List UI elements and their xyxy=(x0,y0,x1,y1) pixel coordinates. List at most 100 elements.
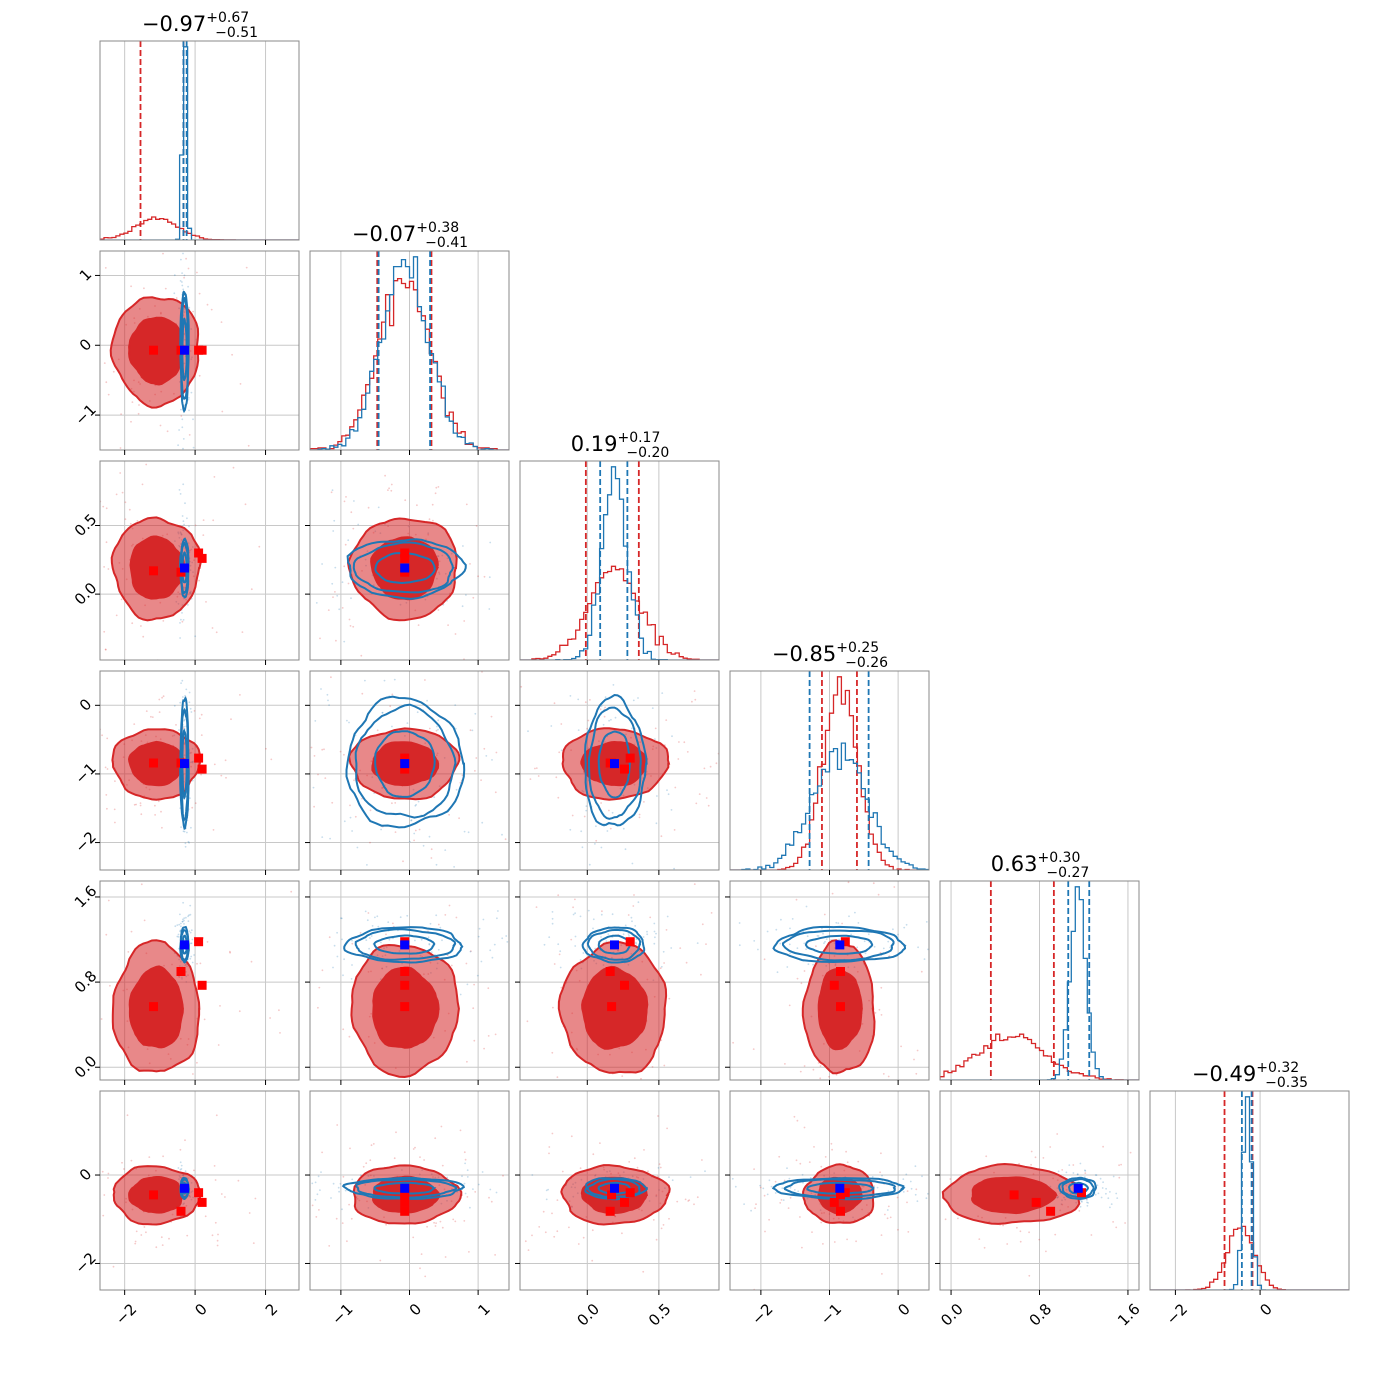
sample-point xyxy=(638,816,641,819)
sample-point xyxy=(653,922,656,925)
sample-point xyxy=(387,489,389,491)
red-sample-marker xyxy=(400,1197,410,1207)
sample-point xyxy=(497,910,499,912)
sample-point xyxy=(620,642,622,644)
sample-point xyxy=(1095,1174,1098,1176)
sample-point xyxy=(404,499,407,502)
x-tick-label: 0 xyxy=(191,1300,210,1319)
sample-point xyxy=(112,370,115,373)
sample-point xyxy=(381,711,384,714)
sample-point xyxy=(526,1020,529,1023)
sample-point xyxy=(603,654,605,656)
sample-point xyxy=(887,940,890,943)
sample-point xyxy=(592,918,595,921)
sample-point xyxy=(216,1239,219,1242)
sample-point xyxy=(577,729,580,731)
sample-point xyxy=(366,919,369,922)
sample-point xyxy=(190,955,193,958)
sample-point xyxy=(120,598,123,601)
sample-point xyxy=(870,1087,872,1089)
sample-point xyxy=(925,1197,928,1200)
sample-point xyxy=(496,917,498,920)
sample-point xyxy=(505,935,508,937)
sample-point xyxy=(543,943,546,946)
sample-point xyxy=(82,1181,84,1183)
sample-point xyxy=(673,829,676,831)
sample-point xyxy=(187,267,190,270)
sample-point xyxy=(189,931,192,934)
sample-point xyxy=(286,713,288,715)
sample-point xyxy=(120,413,122,415)
sample-point xyxy=(212,829,215,831)
sample-point xyxy=(275,1207,277,1209)
sample-point xyxy=(640,1077,642,1080)
sample-point xyxy=(651,1066,654,1068)
sample-point xyxy=(186,517,188,520)
title-param-4: −0.85+0.25 −0.26 xyxy=(772,640,888,671)
sample-point xyxy=(607,933,610,935)
contour-panel-5-3 xyxy=(515,880,720,1085)
sample-point xyxy=(780,1199,783,1201)
sample-point xyxy=(124,518,127,521)
sample-point xyxy=(775,928,778,931)
contour-panel-6-4 xyxy=(725,1090,945,1295)
sample-point xyxy=(616,653,618,655)
sample-point xyxy=(693,883,696,885)
sample-point xyxy=(493,943,496,946)
sample-point xyxy=(683,741,686,744)
sample-point xyxy=(796,947,799,950)
sample-point xyxy=(463,1220,466,1222)
sample-point xyxy=(472,1007,475,1010)
sample-point xyxy=(190,391,193,394)
red-sample-marker xyxy=(840,937,850,947)
sample-point xyxy=(143,1226,146,1228)
sample-point xyxy=(820,1221,823,1224)
blue-best-fit-marker xyxy=(610,759,619,769)
sample-point xyxy=(910,1215,912,1217)
sample-point xyxy=(517,741,519,743)
sample-point xyxy=(468,891,470,893)
sample-point xyxy=(148,1156,151,1158)
sample-point xyxy=(805,948,807,951)
sample-point xyxy=(177,933,180,936)
contour-panel-4-2 xyxy=(286,670,510,893)
sample-point xyxy=(665,719,668,721)
sample-point xyxy=(943,1178,945,1180)
sample-point xyxy=(746,1139,748,1141)
sample-point xyxy=(980,941,982,943)
sample-point xyxy=(887,1190,890,1192)
sample-point xyxy=(646,933,649,936)
sample-point xyxy=(789,952,791,955)
sample-point xyxy=(917,946,919,949)
sample-point xyxy=(182,696,184,698)
sample-point xyxy=(189,797,191,799)
sample-point xyxy=(688,1199,691,1202)
sample-point xyxy=(286,1054,288,1056)
sample-point xyxy=(394,802,397,804)
sample-point xyxy=(506,941,509,943)
sample-point xyxy=(903,926,906,929)
sample-point xyxy=(1086,1201,1088,1204)
sample-point xyxy=(1002,1224,1004,1227)
sample-point xyxy=(205,601,207,603)
sample-point xyxy=(104,648,107,651)
sample-point xyxy=(887,1075,890,1078)
blue-contour-line xyxy=(1058,1176,1098,1201)
sample-point xyxy=(530,1180,532,1182)
sample-point xyxy=(876,1121,878,1123)
sample-point xyxy=(114,821,116,824)
sample-point xyxy=(636,1166,639,1169)
red-sample-marker xyxy=(400,1206,410,1216)
sample-point xyxy=(570,938,573,941)
sample-point xyxy=(474,1191,477,1193)
blue-contour-line xyxy=(804,934,874,955)
sample-point xyxy=(489,949,492,952)
sample-point xyxy=(304,529,306,531)
sample-point xyxy=(321,969,324,972)
sample-point xyxy=(689,1176,692,1178)
sample-point xyxy=(857,1160,860,1163)
sample-point xyxy=(186,831,188,834)
sample-point xyxy=(444,914,447,916)
sample-point xyxy=(654,727,657,730)
sample-point xyxy=(1112,1221,1114,1223)
